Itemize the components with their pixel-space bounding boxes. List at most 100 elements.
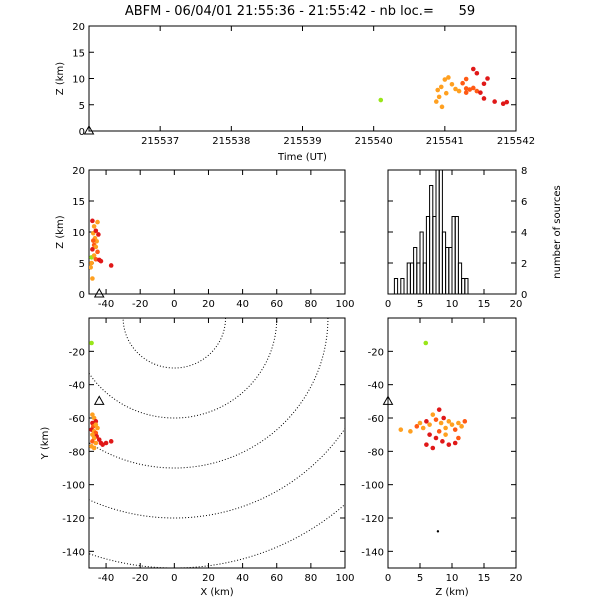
time_height-point (449, 81, 455, 87)
x_z-point (95, 249, 100, 255)
x_y-xtick-label: -40 (98, 573, 114, 584)
z_y-point (430, 445, 436, 451)
x_z-points (89, 218, 114, 281)
x_z-point (93, 228, 99, 234)
x_y-xtick-label: 20 (202, 573, 215, 584)
time_height-ylabel: Z (km) (55, 62, 66, 95)
x_y-point (89, 340, 94, 346)
x_z-point (93, 244, 99, 250)
z_y-point (449, 422, 455, 427)
histogram-bar (400, 278, 405, 294)
x_z-point (94, 239, 99, 244)
z_histogram-ytick-label: 6 (521, 197, 527, 208)
z_y-point (423, 340, 429, 346)
z_y-point (452, 427, 458, 432)
z_y-point (459, 424, 464, 429)
z_y-point (456, 420, 461, 426)
z_y-ytick-label: -140 (361, 547, 384, 558)
time_height-ytick-label: 10 (72, 75, 85, 86)
z_histogram-ytick-label: 4 (521, 228, 527, 239)
z_y-point (441, 415, 446, 421)
x_z-station-marker (93, 287, 105, 298)
time_height-point (438, 84, 444, 90)
x_z-point (98, 258, 104, 264)
time_height-point (456, 88, 462, 94)
z_y-point (420, 425, 426, 431)
z_y-point (408, 429, 413, 434)
time_height-points (378, 66, 510, 110)
z_histogram-xtick-label: 0 (385, 299, 391, 310)
z_y-ytick-label: -120 (361, 514, 384, 525)
z_y-point (436, 407, 442, 412)
x_y-ytick-label: -100 (62, 481, 85, 492)
x_y-point (108, 439, 114, 444)
z_histogram-ytick-label: 8 (521, 166, 527, 177)
x_z-point (108, 263, 114, 268)
z_y-point (446, 442, 452, 447)
time_height-point (463, 86, 469, 91)
z_y-point (398, 427, 404, 432)
time_height-point (463, 76, 469, 82)
time_height-xtick-label: 215542 (497, 136, 535, 147)
z_y-ytick-label: -80 (368, 447, 384, 458)
z_y-axes: 0 5 10 15 20 -140 -120 -100 -80 -60 -40 -20 Z (km) (361, 317, 522, 598)
time_height-point (478, 90, 483, 95)
x_z-point (90, 247, 95, 252)
x_y-point (103, 440, 109, 446)
z_y-point (433, 417, 439, 422)
z_y-xtick-label: 5 (417, 573, 423, 584)
x_y-ytick-label: -80 (69, 447, 85, 458)
time_height-ytick-label: 15 (72, 48, 85, 59)
z_y-ytick-label: -40 (368, 381, 384, 392)
x_y-point (100, 442, 105, 447)
x_z-point (96, 232, 101, 237)
x_z-point (93, 256, 99, 262)
x_y-ytick-label: -120 (62, 514, 85, 525)
x_y-xlabel: X (km) (200, 587, 233, 598)
x_z-axes: -40 -20 0 20 40 60 80 100 0 5 10 15 20 Z (km) (55, 166, 355, 310)
time_height-point (442, 77, 448, 82)
x_z-point (90, 276, 95, 281)
z_y-point (438, 420, 444, 426)
time_height-point (474, 88, 480, 94)
z_y-point (424, 442, 429, 447)
time_height-point (481, 81, 487, 87)
z_histogram-xtick-label: 10 (446, 299, 459, 310)
x_z-ytick-label: 5 (79, 259, 85, 270)
x_z-xtick-label: 0 (171, 299, 177, 310)
time_height-point (439, 104, 445, 110)
time_height-frame (88, 25, 517, 132)
x_z-xtick-label: -20 (132, 299, 148, 310)
x_z-point (89, 260, 94, 266)
time_height-point (460, 80, 465, 86)
x_y-station-marker (93, 395, 105, 405)
z_histogram-xtick-label: 15 (478, 299, 491, 310)
z-histogram-bars (393, 170, 469, 294)
z_y-point (462, 419, 468, 424)
x_z-xtick-label: 40 (236, 299, 249, 310)
x_y-frame (88, 317, 346, 569)
time_height-point (378, 97, 384, 103)
x_z-xtick-label: 60 (270, 299, 283, 310)
x_z-point (95, 219, 100, 225)
x_y-xtick-label: 80 (304, 573, 317, 584)
x_y-axes: -40 -20 0 20 40 60 80 100 -140 -120 -100 -80 -60 -40 -… (40, 317, 355, 598)
z_y-xlabel: Z (km) (435, 587, 468, 598)
x_y-point (91, 445, 97, 451)
x_z-point (91, 224, 97, 229)
time_height-point (443, 90, 449, 96)
time_height-xtick-label: 215539 (283, 136, 321, 147)
time_height-point (446, 75, 451, 80)
z_y-point (417, 420, 423, 426)
z_y-point (436, 429, 442, 434)
x_y-points (89, 340, 114, 451)
time_height-ytick-label: 0 (79, 127, 85, 138)
z_y-ytick-label: -100 (361, 481, 384, 492)
time_height-point (481, 96, 487, 101)
time_height-point (433, 99, 439, 104)
x_y-point (93, 419, 99, 424)
time_height-point (463, 90, 469, 95)
x_z-xtick-label: 20 (202, 299, 215, 310)
z_y-point (440, 439, 445, 444)
